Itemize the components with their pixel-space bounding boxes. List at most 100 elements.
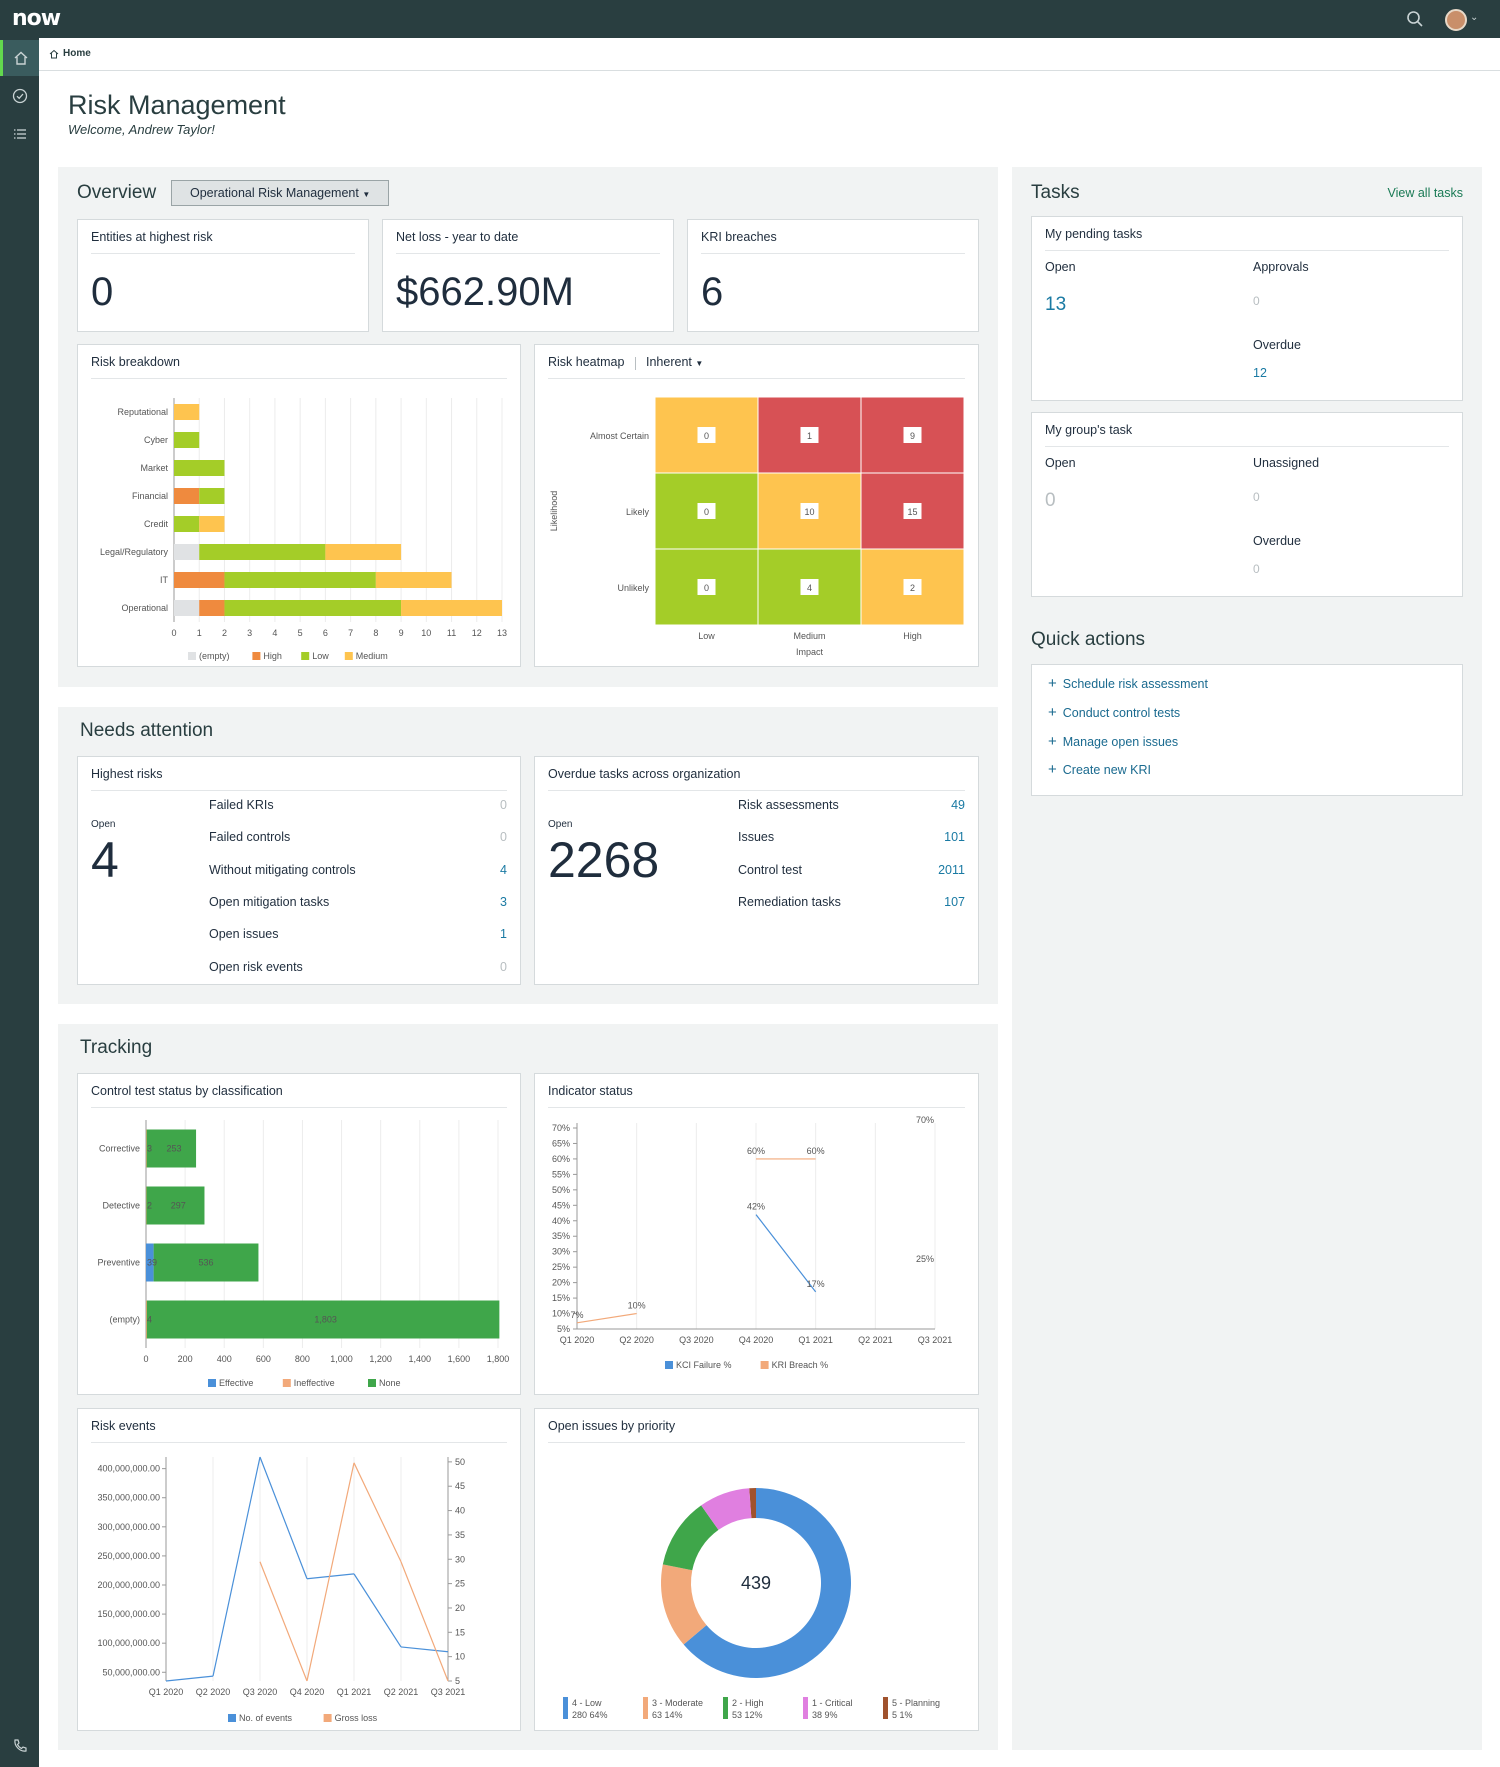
overdue-row-label[interactable]: Issues bbox=[738, 830, 775, 844]
heatmap-value: 0 bbox=[704, 431, 709, 441]
y-tick-label: 20% bbox=[552, 1278, 570, 1288]
x-tick-label: Q3 2021 bbox=[431, 1687, 466, 1697]
view-all-tasks-link[interactable]: View all tasks bbox=[1387, 186, 1464, 200]
phone-icon[interactable] bbox=[0, 1728, 39, 1764]
approvals-value[interactable]: 0 bbox=[1253, 294, 1260, 308]
control-test-chart[interactable]: 0 200 400 600 800 1,000 1,200 1,400 1,600 1,800 Co… bbox=[78, 1110, 518, 1395]
attention-row-value[interactable]: 1 bbox=[500, 927, 507, 941]
divider bbox=[396, 253, 660, 254]
quick-action-schedule-risk-assessment[interactable]: + Schedule risk assessment bbox=[1048, 675, 1208, 692]
x-tick-label: 200 bbox=[178, 1354, 193, 1364]
risk-events-chart[interactable]: Q1 2020 Q2 2020 Q3 2020 Q4 2020 Q1 2021 Q2 20… bbox=[78, 1445, 518, 1731]
overdue-open-value[interactable]: 2268 bbox=[548, 832, 660, 888]
overdue-row-value[interactable]: 101 bbox=[944, 830, 965, 844]
divider bbox=[548, 1442, 965, 1443]
attention-row-value[interactable]: 3 bbox=[500, 895, 507, 909]
overdue-row-value[interactable]: 107 bbox=[944, 895, 965, 909]
risk-heatmap-chart[interactable]: Almost Certain 0 1 9 Likely 0 10 15 Unlikely 0 4 2 L… bbox=[535, 381, 978, 666]
avatar[interactable] bbox=[1445, 9, 1467, 31]
y-left-tick-label: 150,000,000.00 bbox=[97, 1609, 160, 1619]
pending-open-value[interactable]: 13 bbox=[1045, 294, 1067, 315]
group-overdue-value[interactable]: 0 bbox=[1253, 562, 1260, 576]
bar-segment bbox=[375, 572, 452, 588]
legend-swatch bbox=[208, 1379, 216, 1387]
x-tick-label: Q1 2021 bbox=[798, 1335, 833, 1345]
chevron-down-icon[interactable]: ⌄ bbox=[1470, 12, 1479, 23]
legend-label: No. of events bbox=[239, 1713, 293, 1723]
attention-row-label[interactable]: Failed controls bbox=[209, 830, 291, 844]
overdue-row-value[interactable]: 49 bbox=[951, 798, 965, 812]
heatmap-separator bbox=[635, 357, 636, 370]
bar-segment bbox=[199, 600, 225, 616]
attention-row-label[interactable]: Without mitigating controls bbox=[209, 863, 356, 877]
attention-row-label[interactable]: Open mitigation tasks bbox=[209, 895, 330, 909]
overdue-row-label[interactable]: Risk assessments bbox=[738, 798, 839, 812]
x-tick-label: 7 bbox=[348, 628, 353, 638]
overdue-row-label[interactable]: Control test bbox=[738, 863, 802, 877]
unassigned-value[interactable]: 0 bbox=[1253, 490, 1260, 504]
group-open-label: Open bbox=[1045, 456, 1076, 470]
kpi-card-kri-breaches[interactable]: KRI breaches 6 bbox=[687, 219, 979, 332]
y-tick-label: Market bbox=[140, 463, 168, 473]
heatmap-y-axis-label: Likelihood bbox=[549, 491, 559, 532]
legend-swatch bbox=[282, 1379, 291, 1387]
needs-attention-panel: Needs attention Highest risks Open 4 Fai… bbox=[58, 707, 998, 1004]
overview-dropdown[interactable]: Operational Risk Management ▼ bbox=[171, 180, 390, 206]
legend-label: (empty) bbox=[199, 651, 230, 661]
attention-row-value[interactable]: 0 bbox=[500, 798, 507, 812]
data-label: 60% bbox=[747, 1146, 765, 1156]
quick-action-conduct-control-tests[interactable]: + Conduct control tests bbox=[1048, 704, 1180, 721]
bar-segment bbox=[174, 432, 200, 448]
heatmap-value: 1 bbox=[807, 431, 812, 441]
y-right-tick-label: 15 bbox=[455, 1627, 465, 1637]
donut-slice bbox=[683, 1488, 851, 1678]
risk-heatmap-card: Risk heatmap Inherent ▼ Almost Certain 0 1… bbox=[534, 344, 979, 667]
unassigned-label: Unassigned bbox=[1253, 456, 1320, 470]
home-icon[interactable] bbox=[0, 40, 39, 76]
breadcrumb[interactable]: Home bbox=[49, 48, 91, 59]
tasks-panel: Tasks View all tasks My pending tasks Op… bbox=[1012, 167, 1482, 1750]
bar-data-label: 2 bbox=[147, 1201, 152, 1211]
series-line bbox=[353, 1573, 402, 1648]
group-open-value[interactable]: 0 bbox=[1045, 490, 1056, 511]
now-logo[interactable]: now bbox=[12, 6, 61, 31]
heatmap-value-box bbox=[903, 503, 922, 519]
quick-action-create-new-kri[interactable]: + Create new KRI bbox=[1048, 761, 1151, 778]
check-circle-icon[interactable] bbox=[0, 78, 39, 114]
breadcrumb-home[interactable]: Home bbox=[63, 48, 91, 59]
quick-action-manage-open-issues[interactable]: + Manage open issues bbox=[1048, 733, 1178, 750]
attention-row-value[interactable]: 4 bbox=[500, 863, 507, 877]
attention-row-value[interactable]: 0 bbox=[500, 830, 507, 844]
overdue-row-label[interactable]: Remediation tasks bbox=[738, 895, 841, 909]
highest-open-value[interactable]: 4 bbox=[91, 832, 119, 888]
attention-row-label[interactable]: Open issues bbox=[209, 927, 279, 941]
kpi-label: KRI breaches bbox=[701, 230, 777, 244]
y-tick-label: 50% bbox=[552, 1185, 570, 1195]
open-issues-donut-chart[interactable]: 439 4 - Low 280 64% 3 - Moderate 63 14% 2 - H… bbox=[535, 1445, 978, 1731]
list-icon[interactable] bbox=[0, 116, 39, 152]
overview-dropdown-label: Operational Risk Management bbox=[190, 186, 359, 200]
kpi-card-entities[interactable]: Entities at highest risk 0 bbox=[77, 219, 369, 332]
bar-data-label: 39 bbox=[147, 1258, 157, 1268]
indicator-status-chart[interactable]: Q1 2020 Q2 2020 Q3 2020 Q4 2020 Q1 2021 Q2 20… bbox=[535, 1110, 978, 1395]
search-icon[interactable] bbox=[1406, 10, 1424, 33]
attention-row-label[interactable]: Open risk events bbox=[209, 960, 303, 974]
quick-action-label: Manage open issues bbox=[1062, 735, 1179, 749]
attention-row-label[interactable]: Failed KRIs bbox=[209, 798, 274, 812]
x-tick-label: 3 bbox=[247, 628, 252, 638]
heatmap-dropdown[interactable]: Inherent ▼ bbox=[646, 355, 703, 369]
y-tick-label: IT bbox=[160, 575, 169, 585]
pending-overdue-value[interactable]: 12 bbox=[1253, 366, 1267, 380]
attention-row-value[interactable]: 0 bbox=[500, 960, 507, 974]
kpi-card-net-loss[interactable]: Net loss - year to date $662.90M bbox=[382, 219, 674, 332]
overdue-row-value[interactable]: 2011 bbox=[938, 863, 965, 877]
bar-segment bbox=[174, 404, 200, 420]
y-left-tick-label: 200,000,000.00 bbox=[97, 1580, 160, 1590]
bar-data-label: 4 bbox=[147, 1315, 152, 1325]
x-tick-label: Q2 2021 bbox=[384, 1687, 419, 1697]
x-tick-label: Q2 2020 bbox=[196, 1687, 231, 1697]
legend-swatch bbox=[188, 652, 196, 660]
x-tick-label: 10 bbox=[421, 628, 431, 638]
x-tick-label: 5 bbox=[298, 628, 303, 638]
risk-breakdown-chart[interactable]: 0 1 2 3 4 5 6 7 8 9 10 11 12 13ReputationalCyberMarke… bbox=[78, 383, 518, 663]
